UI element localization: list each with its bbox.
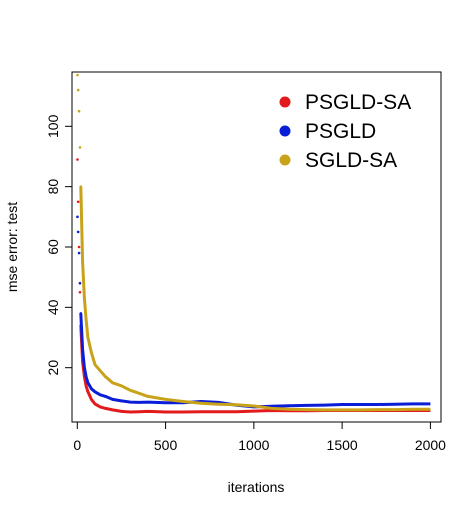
- data-point: [78, 290, 82, 294]
- data-point: [77, 245, 81, 249]
- series-sgld-sa: [76, 73, 431, 412]
- legend-swatch: [279, 154, 291, 166]
- data-point: [76, 73, 79, 77]
- legend-label: SGLD-SA: [305, 149, 397, 172]
- plot-frame: [71, 71, 442, 423]
- legend-label: PSGLD-SA: [305, 91, 411, 114]
- data-point: [76, 200, 80, 204]
- y-tick-label: 100: [45, 114, 61, 138]
- data-point: [78, 281, 82, 285]
- x-tick-label: 500: [154, 437, 178, 453]
- x-axis-title: iterations: [228, 479, 285, 495]
- x-tick-label: 1000: [238, 437, 269, 453]
- legend-swatch: [279, 125, 291, 137]
- y-tick-label: 80: [45, 179, 61, 195]
- data-point: [77, 109, 81, 113]
- legend-label: PSGLD: [305, 120, 376, 143]
- x-axis: 0 500 1000 1500 2000: [73, 422, 446, 453]
- data-point: [76, 88, 80, 92]
- x-tick-label: 0: [73, 437, 81, 453]
- data-point: [77, 251, 81, 255]
- y-axis: 20 40 60 80 100: [45, 114, 72, 375]
- data-point: [76, 230, 80, 234]
- x-tick-label: 1500: [327, 437, 358, 453]
- data-point: [76, 215, 79, 219]
- series-line: [79, 313, 431, 409]
- series-psgld-sa: [76, 158, 431, 414]
- x-tick-label: 2000: [415, 437, 446, 453]
- y-tick-label: 20: [45, 360, 61, 376]
- data-point: [76, 158, 79, 161]
- series-line: [79, 186, 431, 412]
- series-line: [79, 325, 431, 414]
- y-tick-label: 60: [45, 239, 61, 255]
- y-tick-label: 40: [45, 299, 61, 315]
- y-axis-title: mse error: test: [4, 202, 20, 292]
- data-point: [78, 146, 82, 149]
- series-psgld: [76, 215, 431, 409]
- legend: PSGLD-SA PSGLD SGLD-SA: [279, 91, 411, 172]
- series-layer: [76, 73, 431, 414]
- legend-swatch: [279, 96, 291, 108]
